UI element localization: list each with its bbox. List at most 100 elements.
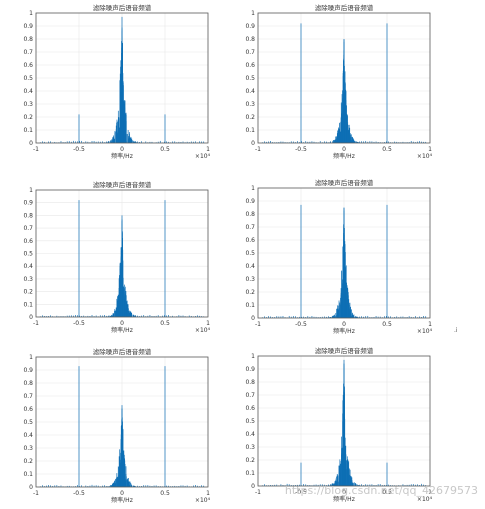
y-tick-label: 0.9 xyxy=(245,198,255,205)
x-multiplier-label: ×10⁴ xyxy=(195,327,211,334)
x-tick-label: 1 xyxy=(206,490,210,497)
x-tick-label: -0.5 xyxy=(73,146,85,153)
x-axis-label: 频率/Hz xyxy=(111,496,133,504)
y-tick-label: 0.8 xyxy=(23,212,33,219)
y-tick-label: 1 xyxy=(29,10,33,17)
y-tick-label: 0.9 xyxy=(23,200,33,207)
subplot-title: 滤除噪声后语音频谱 xyxy=(93,3,152,12)
y-tick-label: 0.5 xyxy=(245,418,255,425)
x-tick-label: 1 xyxy=(428,321,432,328)
x-tick-label: 0 xyxy=(120,490,124,497)
y-tick-label: 0.5 xyxy=(23,251,33,258)
subplot-title: 滤除噪声后语音频谱 xyxy=(315,178,374,187)
y-tick-label: 0.4 xyxy=(245,88,255,95)
x-tick-label: 1 xyxy=(206,320,210,327)
axes-frame xyxy=(257,187,431,319)
x-multiplier-label: ×10⁴ xyxy=(195,497,211,504)
y-tick-label: 0.1 xyxy=(245,127,255,134)
x-tick-label: 0 xyxy=(342,489,346,496)
axes-frame xyxy=(35,12,209,144)
axes-frame xyxy=(257,355,431,487)
y-tick-label: 0.8 xyxy=(245,36,255,43)
y-tick-label: 0.1 xyxy=(23,127,33,134)
x-axis-label: 频率/Hz xyxy=(333,152,355,160)
x-tick-label: 0 xyxy=(120,320,124,327)
y-tick-label: 0.2 xyxy=(245,289,255,296)
subplot-6: 0 0.1 0.2 0.3 0.4 0.5 0.6 0.7 0.8 0.9 1 -1 -0.5 0 0.5 1… xyxy=(245,346,432,503)
y-tick-label: 0.2 xyxy=(23,114,33,121)
x-tick-label: 0.5 xyxy=(382,321,392,328)
y-tick-label: 1 xyxy=(29,354,33,361)
x-tick-label: 0.5 xyxy=(160,320,170,327)
y-tick-label: 0 xyxy=(29,484,33,491)
x-tick-label: 1 xyxy=(428,489,432,496)
y-tick-label: 0.8 xyxy=(23,36,33,43)
y-tick-label: 1 xyxy=(251,10,255,17)
x-tick-label: -1 xyxy=(33,490,39,497)
x-axis-label: 频率/Hz xyxy=(111,326,133,334)
y-tick-label: 0.5 xyxy=(245,75,255,82)
x-tick-label: 0.5 xyxy=(160,490,170,497)
y-tick-label: 0.9 xyxy=(245,366,255,373)
x-tick-label: -1 xyxy=(33,146,39,153)
y-tick-label: 0 xyxy=(251,483,255,490)
y-tick-label: 0.7 xyxy=(23,49,33,56)
y-tick-label: 0.3 xyxy=(245,101,255,108)
x-tick-label: -0.5 xyxy=(295,321,307,328)
y-tick-label: 0.9 xyxy=(23,23,33,30)
y-tick-label: 0.5 xyxy=(23,75,33,82)
y-tick-label: 0.1 xyxy=(245,470,255,477)
y-tick-label: 0.4 xyxy=(23,88,33,95)
y-tick-label: 0.9 xyxy=(23,367,33,374)
x-tick-label: 0 xyxy=(342,321,346,328)
y-tick-label: 0.2 xyxy=(245,114,255,121)
y-tick-label: 0 xyxy=(29,140,33,147)
y-tick-label: 0.7 xyxy=(23,393,33,400)
subplot-title: 滤除噪声后语音频谱 xyxy=(315,346,374,355)
x-tick-label: 1 xyxy=(428,146,432,153)
y-tick-label: 0.6 xyxy=(245,62,255,69)
x-tick-label: -0.5 xyxy=(73,320,85,327)
x-axis-label: 频率/Hz xyxy=(333,327,355,335)
y-tick-label: 0 xyxy=(251,315,255,322)
y-tick-label: 0 xyxy=(251,140,255,147)
axes-frame xyxy=(35,356,209,488)
y-tick-label: 0.8 xyxy=(23,380,33,387)
y-tick-label: 0.4 xyxy=(23,263,33,270)
subplot-3: 0 0.1 0.2 0.3 0.4 0.5 0.6 0.7 0.8 0.9 1 -1 -0.5 0 0.5 1… xyxy=(23,180,210,334)
watermark-text: https://blog.csdn.net/qq_42679573 xyxy=(285,484,478,497)
y-tick-label: 0.2 xyxy=(23,289,33,296)
x-tick-label: 0.5 xyxy=(382,489,392,496)
x-tick-label: -0.5 xyxy=(295,146,307,153)
y-tick-label: 0 xyxy=(29,314,33,321)
x-tick-label: 0.5 xyxy=(382,146,392,153)
subplot-title: 滤除噪声后语音频谱 xyxy=(93,180,152,189)
x-tick-label: -0.5 xyxy=(295,489,307,496)
y-tick-label: 0.6 xyxy=(245,405,255,412)
y-tick-label: 0.3 xyxy=(23,276,33,283)
y-tick-label: 0.7 xyxy=(23,225,33,232)
y-tick-label: 0.6 xyxy=(23,62,33,69)
x-tick-label: -1 xyxy=(255,321,261,328)
x-tick-label: -1 xyxy=(255,489,261,496)
y-tick-label: 0.6 xyxy=(245,237,255,244)
x-multiplier-label: ×10⁴ xyxy=(417,328,433,335)
y-tick-label: 0.5 xyxy=(245,250,255,257)
x-tick-label: -1 xyxy=(33,320,39,327)
x-tick-label: 1 xyxy=(206,146,210,153)
x-tick-label: -1 xyxy=(255,146,261,153)
subplot-title: 滤除噪声后语音频谱 xyxy=(315,3,374,12)
subplot-4: 0 0.1 0.2 0.3 0.4 0.5 0.6 0.7 0.8 0.9 1 -1 -0.5 0 0.5 1… xyxy=(245,178,432,335)
axes-frame xyxy=(257,12,431,144)
y-tick-label: 0.1 xyxy=(23,471,33,478)
x-axis-label: 频率/Hz xyxy=(333,495,355,503)
y-tick-label: 0.1 xyxy=(23,301,33,308)
axes-frame xyxy=(35,189,209,318)
y-tick-label: 0.7 xyxy=(245,49,255,56)
x-multiplier-label: ×10⁴ xyxy=(417,496,433,503)
x-multiplier-label: ×10⁴ xyxy=(417,153,433,160)
x-multiplier-label: ×10⁴ xyxy=(195,153,211,160)
y-tick-label: 0.7 xyxy=(245,224,255,231)
subplot-2: 0 0.1 0.2 0.3 0.4 0.5 0.6 0.7 0.8 0.9 1 -1 -0.5 0 0.5 1… xyxy=(245,3,432,160)
